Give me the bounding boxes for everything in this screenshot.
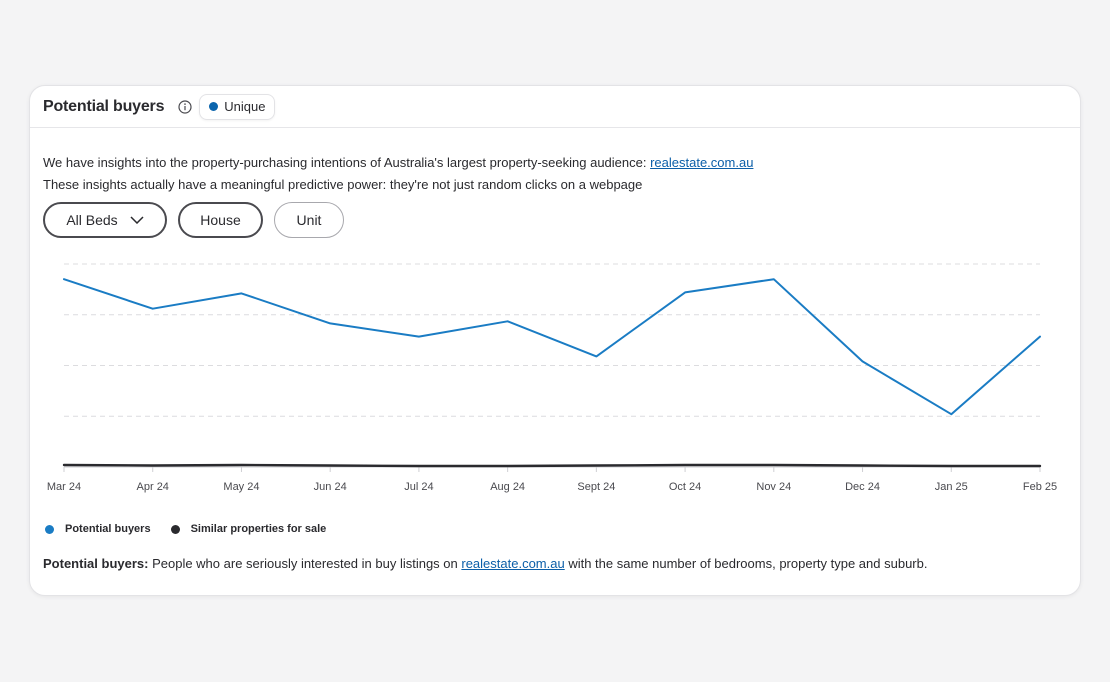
house-filter-button[interactable]: House (178, 202, 263, 238)
x-tick-label: Jan 25 (935, 481, 968, 493)
x-tick-label: Jun 24 (314, 481, 347, 493)
legend-dot-similar-properties (170, 524, 180, 534)
card-header: Potential buyers Unique (30, 86, 1080, 128)
x-tick-label: Aug 24 (490, 481, 525, 493)
x-tick-label: Mar 24 (47, 481, 81, 493)
all-beds-dropdown[interactable]: All Beds (43, 202, 167, 238)
x-tick-label: Feb 25 (1023, 481, 1057, 493)
legend-item-similar-properties[interactable]: Similar properties for sale (170, 523, 327, 535)
potential-buyers-card: Potential buyers Unique We have insights… (29, 85, 1081, 596)
x-tick-label: Oct 24 (669, 481, 701, 493)
footnote-term: Potential buyers: (43, 556, 149, 571)
badge-dot-icon (209, 102, 219, 111)
series-line-potential-buyers (63, 278, 1041, 416)
unit-filter-button[interactable]: Unit (274, 202, 344, 238)
x-tick-label: Jul 24 (404, 481, 433, 493)
line-chart: Mar 24 Apr 24 May 24 Jun 24 Jul 24 Aug 24 Sept… (47, 263, 1057, 493)
legend-dot-potential-buyers (45, 524, 54, 534)
chart-legend: Potential buyers Similar properties for … (45, 523, 346, 535)
footnote-realestate-link[interactable]: realestate.com.au (461, 556, 565, 571)
x-tick-label: Apr 24 (137, 481, 169, 493)
intro-line-1-text: We have insights into the property-purch… (43, 155, 651, 170)
card-title: Potential buyers (43, 97, 165, 115)
unique-badge: Unique (199, 93, 276, 120)
info-icon[interactable] (178, 99, 192, 114)
unit-label: Unit (296, 212, 322, 228)
x-tick-label: Sept 24 (577, 481, 615, 493)
house-label: House (200, 212, 241, 228)
realestate-link[interactable]: realestate.com.au (650, 155, 754, 170)
legend-label-potential-buyers: Potential buyers (65, 523, 151, 535)
footnote-text-after: with the same number of bedrooms, proper… (564, 556, 928, 571)
all-beds-label: All Beds (66, 212, 118, 228)
chevron-down-icon (130, 216, 144, 224)
x-tick-label: Nov 24 (756, 481, 791, 493)
badge-label: Unique (224, 99, 266, 114)
intro-text: We have insights into the property-purch… (43, 152, 753, 196)
series-line-similar-properties (62, 463, 1042, 468)
footnote: Potential buyers: People who are serious… (43, 556, 927, 571)
filter-bar: All Beds House Unit (43, 202, 344, 238)
x-tick-label: Dec 24 (845, 481, 880, 493)
legend-item-potential-buyers[interactable]: Potential buyers (45, 523, 151, 535)
legend-label-similar-properties: Similar properties for sale (190, 523, 327, 535)
x-tick-label: May 24 (223, 481, 259, 493)
intro-line-1: We have insights into the property-purch… (43, 152, 753, 174)
footnote-text-before: People who are seriously interested in b… (148, 556, 462, 571)
intro-line-2: These insights actually have a meaningfu… (43, 177, 643, 192)
